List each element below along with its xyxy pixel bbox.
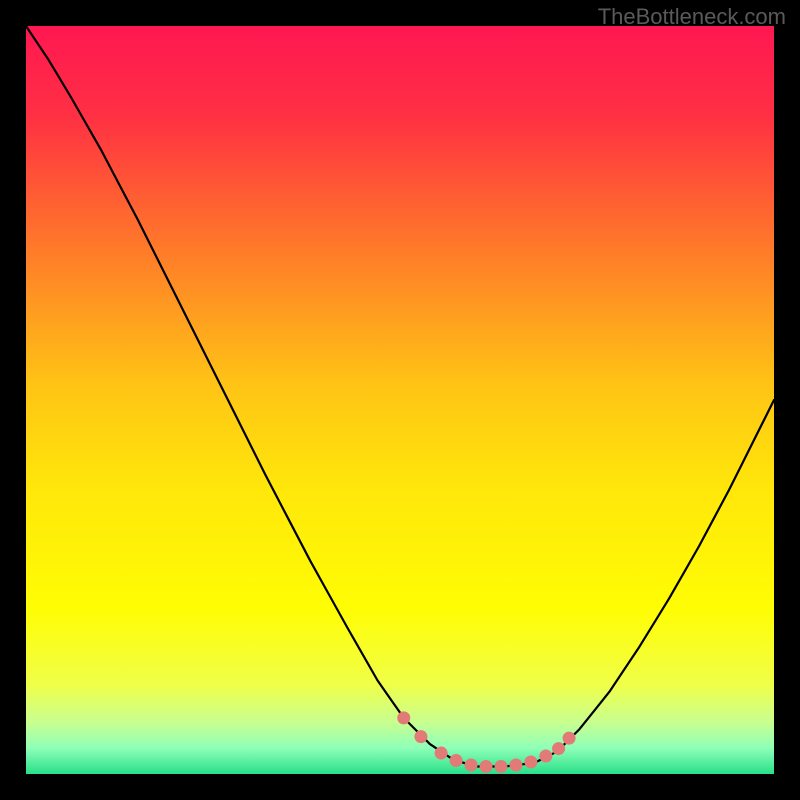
plot-area [26, 26, 774, 774]
chart-container: TheBottleneck.com [0, 0, 800, 800]
watermark-text: TheBottleneck.com [598, 4, 786, 30]
